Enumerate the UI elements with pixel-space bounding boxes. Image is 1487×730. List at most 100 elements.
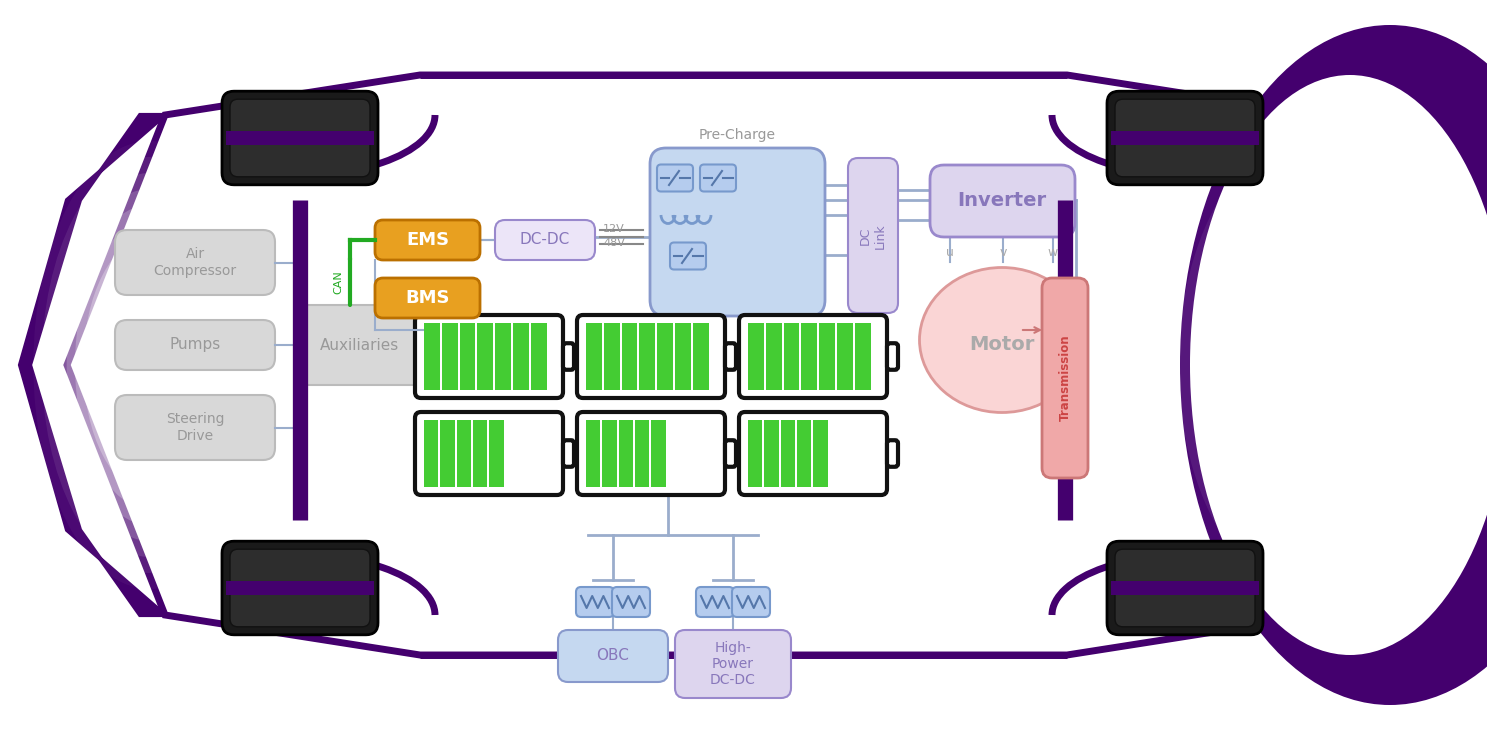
Text: Pre-Charge: Pre-Charge — [699, 128, 776, 142]
Ellipse shape — [360, 210, 1039, 520]
FancyBboxPatch shape — [564, 343, 574, 370]
Ellipse shape — [419, 237, 980, 493]
Bar — [784, 323, 800, 390]
Ellipse shape — [440, 246, 961, 484]
FancyBboxPatch shape — [739, 315, 888, 398]
Ellipse shape — [341, 200, 1060, 530]
Ellipse shape — [125, 317, 175, 413]
Text: 12V: 12V — [604, 224, 625, 234]
Polygon shape — [19, 115, 165, 615]
FancyBboxPatch shape — [495, 220, 595, 260]
FancyBboxPatch shape — [726, 440, 736, 466]
Ellipse shape — [1201, 160, 1459, 570]
Ellipse shape — [116, 301, 183, 429]
FancyBboxPatch shape — [700, 164, 736, 191]
Ellipse shape — [459, 255, 940, 475]
FancyBboxPatch shape — [650, 148, 825, 316]
Ellipse shape — [520, 283, 880, 447]
Text: Air
Compressor: Air Compressor — [153, 247, 236, 278]
Ellipse shape — [1248, 234, 1411, 496]
Ellipse shape — [1190, 75, 1487, 655]
FancyBboxPatch shape — [558, 630, 668, 682]
Bar — [819, 323, 836, 390]
FancyBboxPatch shape — [1106, 91, 1262, 185]
Text: Motor: Motor — [970, 336, 1035, 355]
Ellipse shape — [74, 221, 225, 509]
Ellipse shape — [580, 310, 819, 420]
Ellipse shape — [1181, 25, 1487, 705]
Text: OBC: OBC — [596, 648, 629, 664]
Bar — [622, 323, 638, 390]
Ellipse shape — [1271, 272, 1389, 458]
FancyBboxPatch shape — [732, 587, 770, 617]
Text: v: v — [999, 245, 1007, 258]
Ellipse shape — [239, 154, 1160, 576]
Bar — [489, 420, 504, 487]
FancyBboxPatch shape — [613, 587, 650, 617]
Bar — [513, 323, 529, 390]
Ellipse shape — [109, 285, 192, 445]
Text: u: u — [946, 245, 955, 258]
Ellipse shape — [141, 349, 158, 381]
FancyBboxPatch shape — [375, 278, 480, 318]
Bar — [693, 323, 709, 390]
FancyBboxPatch shape — [657, 164, 693, 191]
Text: 48V: 48V — [604, 238, 625, 248]
Ellipse shape — [83, 237, 217, 493]
Bar — [766, 323, 782, 390]
Bar — [748, 420, 763, 487]
FancyBboxPatch shape — [577, 412, 726, 495]
Bar — [495, 323, 512, 390]
Ellipse shape — [540, 292, 859, 438]
FancyBboxPatch shape — [1115, 99, 1255, 177]
Text: High-
Power
DC-DC: High- Power DC-DC — [711, 641, 755, 687]
FancyBboxPatch shape — [888, 440, 898, 466]
Ellipse shape — [1319, 346, 1341, 384]
Ellipse shape — [1213, 178, 1447, 552]
Ellipse shape — [400, 228, 999, 502]
Bar — [797, 420, 812, 487]
Ellipse shape — [1295, 309, 1365, 421]
FancyBboxPatch shape — [848, 158, 898, 313]
FancyBboxPatch shape — [577, 315, 726, 398]
Bar — [781, 420, 796, 487]
Ellipse shape — [639, 337, 760, 393]
Ellipse shape — [320, 191, 1080, 539]
Text: Transmission: Transmission — [1059, 334, 1072, 421]
Ellipse shape — [480, 264, 920, 466]
Bar — [651, 420, 666, 487]
Ellipse shape — [620, 328, 781, 402]
Bar — [226, 131, 375, 145]
Text: Inverter: Inverter — [958, 191, 1047, 210]
Text: EMS: EMS — [406, 231, 449, 249]
FancyBboxPatch shape — [726, 343, 736, 370]
Bar — [801, 323, 818, 390]
Bar — [477, 323, 494, 390]
Bar — [813, 420, 828, 487]
Bar — [639, 323, 656, 390]
FancyBboxPatch shape — [114, 320, 275, 370]
FancyBboxPatch shape — [929, 165, 1075, 237]
FancyBboxPatch shape — [114, 230, 275, 295]
Ellipse shape — [1190, 141, 1471, 589]
Bar — [226, 581, 375, 595]
Bar — [473, 420, 488, 487]
FancyBboxPatch shape — [294, 305, 425, 385]
Ellipse shape — [260, 164, 1141, 566]
FancyBboxPatch shape — [415, 315, 564, 398]
Ellipse shape — [1259, 253, 1399, 477]
Bar — [619, 420, 633, 487]
FancyBboxPatch shape — [230, 549, 370, 627]
Ellipse shape — [919, 267, 1084, 412]
Ellipse shape — [199, 136, 1200, 594]
FancyBboxPatch shape — [575, 587, 614, 617]
Bar — [602, 420, 617, 487]
FancyBboxPatch shape — [564, 440, 574, 466]
Ellipse shape — [1283, 291, 1377, 439]
Ellipse shape — [1237, 215, 1423, 515]
Text: BMS: BMS — [406, 289, 449, 307]
FancyBboxPatch shape — [1106, 541, 1262, 635]
Ellipse shape — [42, 157, 259, 573]
Text: CAN: CAN — [333, 270, 343, 294]
Bar — [635, 420, 650, 487]
